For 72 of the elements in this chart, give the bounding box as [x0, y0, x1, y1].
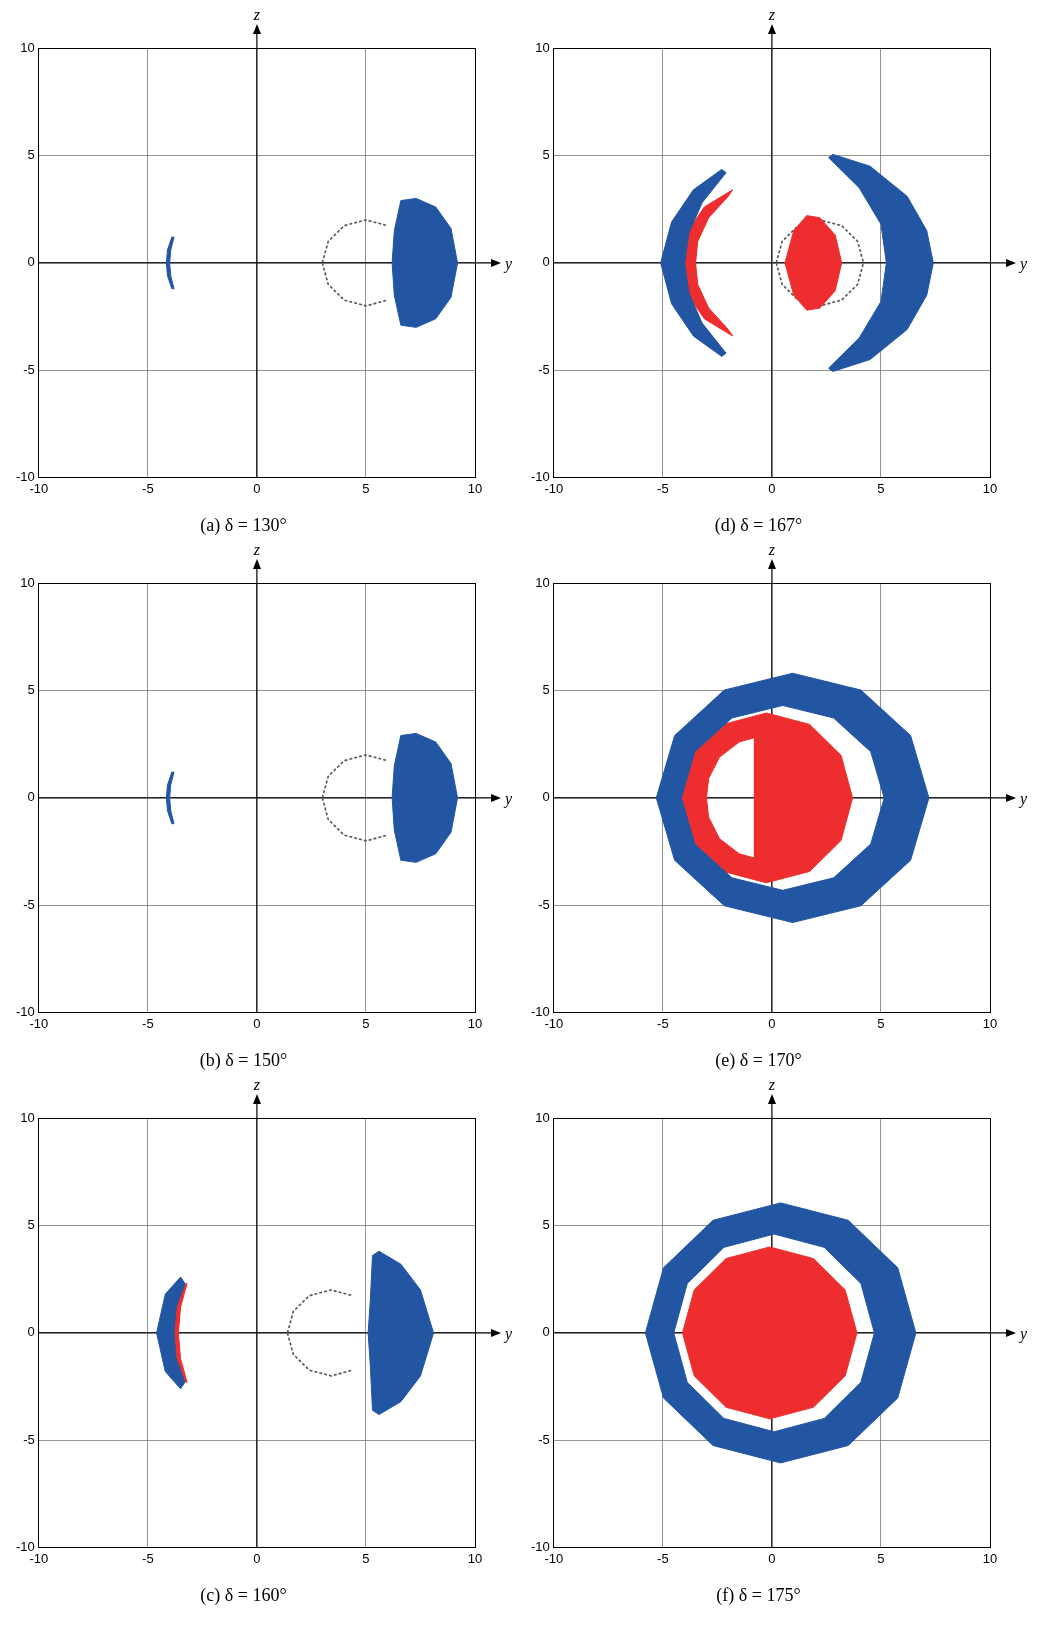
x-tick-label: 5	[877, 481, 885, 497]
x-tick-label: -5	[657, 1551, 669, 1567]
text: (c) δ = 160°	[200, 1584, 287, 1606]
y-tick-label: -5	[23, 361, 35, 377]
y-tick-label: -10	[15, 469, 35, 485]
y-tick-label: -5	[538, 361, 550, 377]
x-tick-label: 10	[467, 1016, 483, 1032]
text: (e) δ = 170°	[715, 1049, 802, 1071]
y-tick-label: 5	[542, 147, 550, 163]
y-tick-label: 5	[542, 1217, 550, 1233]
y-tick-label: 5	[27, 682, 35, 698]
x-tick-label: 5	[877, 1016, 885, 1032]
x-tick-label: 0	[768, 1551, 776, 1567]
x-tick-label: 0	[253, 1551, 261, 1567]
x-tick-label: 10	[467, 481, 483, 497]
y-tick-label: -10	[15, 1004, 35, 1020]
y-tick-label: -5	[23, 1431, 35, 1447]
x-axis-title: y	[1018, 1325, 1028, 1344]
y-tick-label: 0	[27, 1324, 35, 1340]
x-tick-label: 0	[768, 481, 776, 497]
text: (a) δ = 130°	[200, 514, 287, 536]
y-tick-label: 0	[27, 789, 35, 805]
y-axis-title: z	[252, 541, 261, 559]
y-tick-label: -5	[538, 896, 550, 912]
y-tick-label: 10	[535, 1109, 550, 1125]
y-axis-title: z	[767, 6, 776, 24]
x-tick-label: 5	[362, 1551, 370, 1567]
x-axis-title: y	[1018, 255, 1028, 274]
y-tick-label: 10	[20, 39, 35, 55]
y-axis-title: z	[252, 1076, 261, 1094]
x-tick-label: 5	[362, 481, 370, 497]
x-axis-title: y	[503, 790, 513, 809]
y-tick-label: 0	[27, 254, 35, 270]
text: (d) δ = 167°	[714, 514, 803, 536]
text: (f) δ = 175°	[716, 1584, 801, 1606]
x-tick-label: -5	[657, 1016, 669, 1032]
y-tick-label: 0	[542, 789, 550, 805]
x-tick-label: 10	[982, 1551, 998, 1567]
y-tick-label: 10	[20, 574, 35, 590]
y-tick-label: 10	[535, 39, 550, 55]
x-tick-label: 0	[768, 1016, 776, 1032]
x-tick-label: 5	[877, 1551, 885, 1567]
x-tick-label: -5	[142, 481, 154, 497]
y-tick-label: -5	[538, 1431, 550, 1447]
x-tick-label: -5	[142, 1016, 154, 1032]
x-axis-title: y	[503, 255, 513, 274]
x-axis-title: y	[503, 1325, 513, 1344]
x-axis-title: y	[1018, 790, 1028, 809]
x-tick-label: -5	[142, 1551, 154, 1567]
x-tick-label: 0	[253, 1016, 261, 1032]
y-tick-label: 10	[20, 1109, 35, 1125]
text: (b) δ = 150°	[199, 1049, 288, 1071]
y-tick-label: 0	[542, 1324, 550, 1340]
y-tick-label: -10	[530, 1004, 550, 1020]
x-tick-label: 10	[982, 1016, 998, 1032]
y-axis-title: z	[767, 541, 776, 559]
y-axis-title: z	[252, 6, 261, 24]
x-tick-label: 10	[982, 481, 998, 497]
y-axis-title: z	[767, 1076, 776, 1094]
x-tick-label: -5	[657, 481, 669, 497]
x-tick-label: 0	[253, 481, 261, 497]
y-tick-label: 5	[27, 1217, 35, 1233]
y-tick-label: 5	[542, 682, 550, 698]
x-tick-label: 5	[362, 1016, 370, 1032]
y-tick-label: 0	[542, 254, 550, 270]
y-tick-label: 5	[27, 147, 35, 163]
y-tick-label: -10	[530, 1539, 550, 1555]
y-tick-label: -10	[15, 1539, 35, 1555]
y-tick-label: 10	[535, 574, 550, 590]
y-tick-label: -10	[530, 469, 550, 485]
y-tick-label: -5	[23, 896, 35, 912]
x-tick-label: 10	[467, 1551, 483, 1567]
